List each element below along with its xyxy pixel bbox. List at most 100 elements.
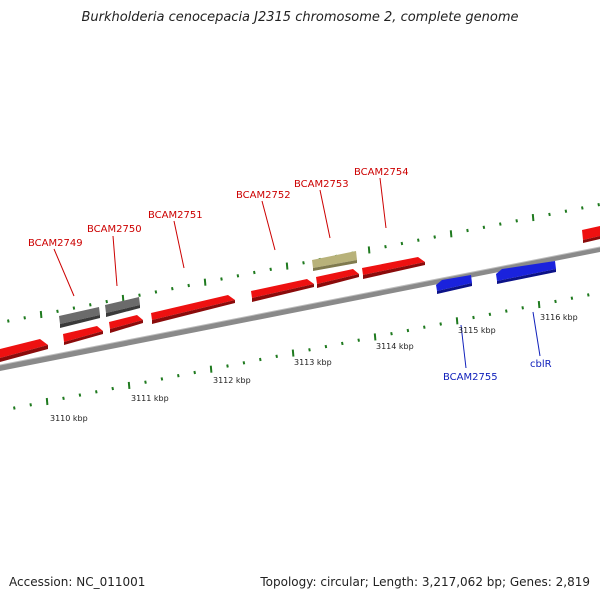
minor-tick bbox=[515, 219, 518, 223]
major-tick bbox=[373, 333, 377, 341]
major-tick bbox=[127, 381, 131, 389]
minor-tick bbox=[499, 222, 502, 226]
minor-tick bbox=[466, 228, 469, 233]
minor-tick bbox=[269, 267, 272, 271]
gene-label-bcam2751[interactable]: BCAM2751 bbox=[148, 210, 203, 221]
accession-text: Accession: NC_011001 bbox=[9, 575, 146, 589]
minor-tick bbox=[171, 287, 174, 291]
minor-tick bbox=[482, 225, 486, 229]
genome-backbone-highlight bbox=[0, 246, 600, 366]
minor-tick bbox=[253, 270, 256, 275]
scale-label: 3115 kbp bbox=[458, 326, 496, 335]
minor-tick bbox=[439, 322, 442, 326]
minor-tick bbox=[521, 306, 524, 310]
minor-tick bbox=[56, 309, 59, 313]
scale-label: 3113 kbp bbox=[294, 358, 332, 367]
minor-tick bbox=[29, 403, 32, 407]
gene-arrow[interactable] bbox=[109, 315, 143, 333]
gene-label-bcam2753[interactable]: BCAM2753 bbox=[294, 179, 349, 190]
minor-tick bbox=[78, 393, 82, 397]
minor-tick bbox=[597, 203, 600, 207]
misc-feature-block[interactable] bbox=[312, 251, 357, 271]
minor-tick bbox=[7, 319, 10, 323]
major-tick bbox=[449, 230, 453, 238]
gene-arrow[interactable] bbox=[63, 326, 103, 345]
major-tick bbox=[39, 310, 43, 319]
gene-arrow[interactable] bbox=[582, 226, 600, 243]
scale-label: 3116 kbp bbox=[540, 313, 578, 322]
minor-tick bbox=[242, 361, 246, 365]
gene-arrow[interactable] bbox=[496, 261, 556, 284]
scale-label: 3110 kbp bbox=[50, 414, 88, 423]
gene-arrow[interactable] bbox=[436, 275, 472, 294]
major-tick bbox=[455, 317, 459, 325]
minor-tick bbox=[384, 245, 387, 249]
minor-tick bbox=[160, 377, 164, 381]
minor-tick bbox=[138, 293, 141, 297]
minor-tick bbox=[72, 306, 76, 310]
pseudogene-block[interactable] bbox=[105, 297, 140, 317]
minor-tick bbox=[308, 348, 311, 352]
minor-tick bbox=[570, 296, 574, 300]
minor-tick bbox=[423, 325, 426, 329]
minor-tick bbox=[13, 406, 16, 410]
leader-bcam2755 bbox=[460, 324, 467, 369]
gene-label-bcam2755[interactable]: BCAM2755 bbox=[443, 372, 498, 383]
gene-label-bcam2750[interactable]: BCAM2750 bbox=[87, 224, 142, 235]
scale-label: 3114 kbp bbox=[376, 342, 414, 351]
minor-tick bbox=[236, 274, 240, 278]
minor-tick bbox=[324, 344, 328, 349]
minor-tick bbox=[505, 309, 508, 313]
major-tick bbox=[291, 349, 295, 357]
minor-tick bbox=[433, 235, 436, 239]
minor-tick bbox=[187, 283, 190, 288]
minor-tick bbox=[564, 209, 568, 213]
reverse-genes bbox=[436, 261, 556, 294]
minor-tick bbox=[587, 293, 590, 297]
major-tick bbox=[537, 301, 541, 309]
gene-arrow[interactable] bbox=[0, 339, 48, 362]
major-tick bbox=[285, 262, 289, 270]
gene-label-cblr[interactable]: cblR bbox=[530, 359, 552, 370]
leader-bcam2751 bbox=[173, 220, 185, 269]
gene-label-bcam2749[interactable]: BCAM2749 bbox=[28, 238, 83, 249]
minor-tick bbox=[259, 357, 262, 362]
leader-bcam2750 bbox=[112, 235, 118, 287]
pseudogene-block[interactable] bbox=[59, 307, 100, 328]
minor-tick bbox=[390, 332, 393, 336]
scale-labels: 3110 kbp 3111 kbp 3112 kbp 3113 kbp 3114… bbox=[50, 313, 578, 423]
major-tick bbox=[203, 278, 207, 286]
minor-tick bbox=[89, 303, 92, 307]
forward-features-upper bbox=[59, 251, 357, 328]
minor-tick bbox=[105, 299, 108, 304]
gene-label-bcam2752[interactable]: BCAM2752 bbox=[236, 190, 291, 201]
minor-tick bbox=[177, 374, 180, 378]
gene-arrow[interactable] bbox=[316, 269, 359, 288]
minor-tick bbox=[220, 277, 223, 281]
minor-tick bbox=[554, 299, 557, 304]
gene-arrow[interactable] bbox=[362, 257, 425, 279]
minor-tick bbox=[144, 380, 147, 384]
minor-tick bbox=[400, 241, 404, 246]
top-tick-track bbox=[7, 203, 600, 323]
major-tick bbox=[209, 365, 213, 373]
gene-label-bcam2754[interactable]: BCAM2754 bbox=[354, 167, 409, 178]
genome-backbone bbox=[0, 247, 600, 371]
gene-arrow[interactable] bbox=[151, 295, 235, 324]
minor-tick bbox=[226, 364, 229, 368]
leader-bcam2753 bbox=[319, 189, 331, 239]
genome-stats: Topology: circular; Length: 3,217,062 bp… bbox=[260, 575, 590, 589]
gene-arrow[interactable] bbox=[251, 279, 314, 302]
map-title: Burkholderia cenocepacia J2315 chromosom… bbox=[81, 10, 519, 25]
minor-tick bbox=[488, 312, 492, 316]
minor-tick bbox=[417, 238, 420, 242]
minor-tick bbox=[581, 206, 584, 210]
leader-cblr bbox=[532, 311, 541, 357]
forward-genes-lower bbox=[0, 226, 600, 362]
minor-tick bbox=[95, 390, 98, 394]
minor-tick bbox=[357, 338, 360, 342]
minor-tick bbox=[275, 354, 278, 358]
major-tick bbox=[45, 397, 49, 406]
leader-bcam2749 bbox=[53, 248, 75, 297]
label-leaders bbox=[53, 177, 541, 369]
